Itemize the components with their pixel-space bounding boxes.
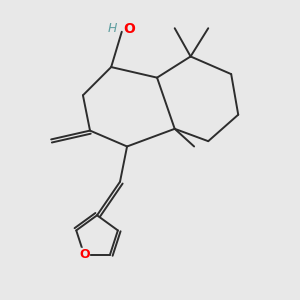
Text: O: O (123, 22, 135, 36)
Text: O: O (79, 248, 89, 261)
Text: H: H (108, 22, 118, 35)
